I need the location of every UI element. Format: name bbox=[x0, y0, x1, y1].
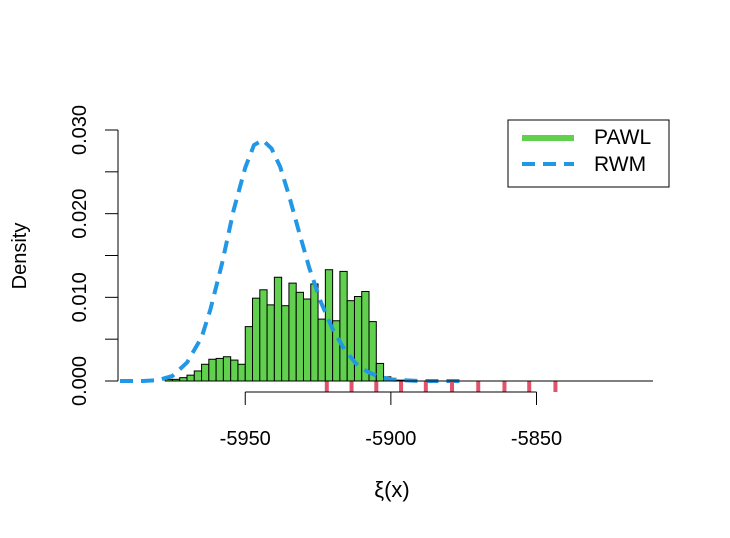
series-line-rwm bbox=[120, 138, 461, 383]
legend-box bbox=[507, 119, 670, 188]
histogram-bar bbox=[353, 296, 363, 382]
legend-label-pawl: PAWL bbox=[594, 126, 651, 149]
histogram-bar bbox=[302, 298, 312, 382]
axes: -5950 -5900 -5850 0.000 0.010 0.020 0.030 bbox=[69, 105, 653, 450]
y-tick-label: 0.020 bbox=[69, 189, 91, 239]
y-tick-label: 0.010 bbox=[69, 272, 91, 322]
histogram-bar bbox=[317, 318, 326, 382]
histogram-bar bbox=[237, 363, 246, 382]
y-tick-label: 0.000 bbox=[69, 356, 91, 406]
x-axis-label: ξ(x) bbox=[374, 477, 410, 502]
histogram-bar bbox=[361, 290, 370, 382]
histogram-bar bbox=[201, 363, 210, 382]
histogram-bar bbox=[230, 359, 239, 382]
histogram-bar bbox=[295, 291, 304, 382]
histogram-bar bbox=[281, 305, 290, 382]
legend-label-rwm: RWM bbox=[594, 153, 646, 176]
x-tick-label: -5950 bbox=[220, 428, 271, 450]
histogram-bar bbox=[310, 283, 319, 382]
histogram-bar bbox=[259, 289, 268, 382]
histogram-bar bbox=[244, 326, 254, 382]
y-axis-label: Density bbox=[9, 223, 31, 290]
histogram-bar bbox=[346, 300, 355, 382]
x-tick-label: -5900 bbox=[365, 428, 416, 450]
y-tick-label: 0.030 bbox=[69, 105, 91, 155]
histogram-bar bbox=[288, 282, 297, 382]
histogram-bar bbox=[222, 356, 232, 382]
histogram-bar bbox=[179, 377, 188, 382]
density-lines bbox=[120, 138, 461, 383]
legend: PAWL RWM bbox=[507, 119, 670, 188]
histogram-bar bbox=[193, 370, 203, 382]
histogram-bar bbox=[215, 357, 224, 382]
histogram-bar bbox=[186, 374, 195, 382]
histogram-bars bbox=[164, 269, 406, 382]
histogram-bar bbox=[273, 276, 283, 382]
x-tick-label: -5850 bbox=[511, 428, 562, 450]
histogram-bar bbox=[252, 297, 261, 382]
histogram-bar bbox=[266, 304, 275, 382]
histogram-bar bbox=[208, 358, 217, 382]
histogram-bar bbox=[375, 362, 385, 382]
rug-marks bbox=[324, 381, 558, 392]
histogram-bar bbox=[339, 270, 348, 382]
